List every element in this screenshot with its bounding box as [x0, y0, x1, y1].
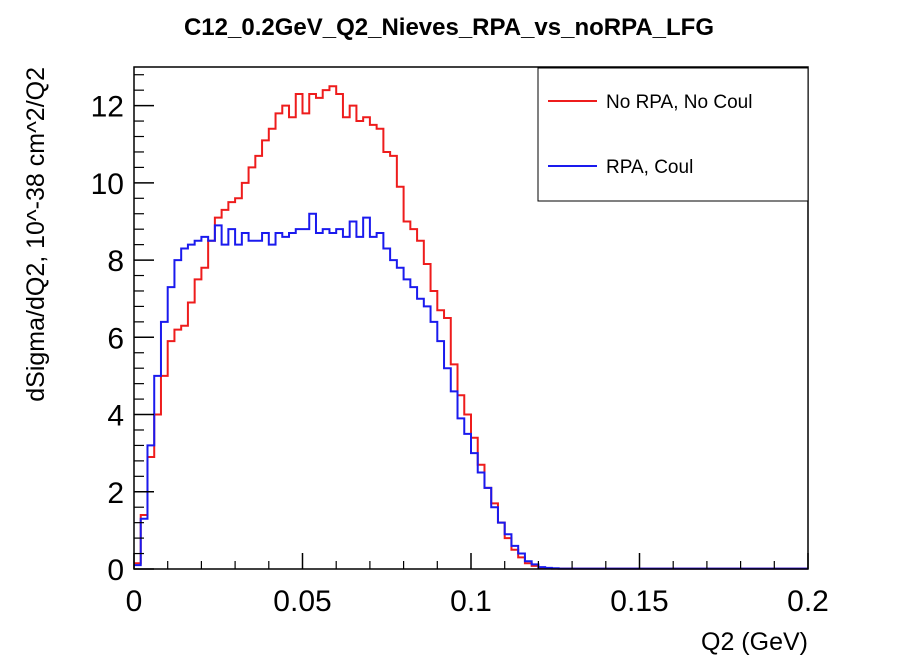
legend: No RPA, No Coul RPA, Coul [537, 67, 809, 202]
legend-label-no-rpa: No RPA, No Coul [606, 92, 752, 113]
y-tick-label: 4 [107, 400, 124, 433]
y-axis-label: dSigma/dQ2, 10^-38 cm^2/Q2 [22, 67, 50, 402]
x-axis-label: Q2 (GeV) [701, 628, 808, 656]
x-tick-label: 0.05 [273, 585, 331, 618]
legend-box [537, 67, 809, 202]
legend-label-rpa: RPA, Coul [606, 157, 693, 178]
y-tick-label: 0 [107, 554, 124, 587]
y-tick-label: 10 [91, 168, 124, 201]
x-tick-label: 0.15 [610, 585, 668, 618]
x-tick-label: 0 [126, 585, 143, 618]
y-tick-label: 8 [107, 245, 124, 278]
y-tick-label: 6 [107, 322, 124, 355]
chart-title: C12_0.2GeV_Q2_Nieves_RPA_vs_noRPA_LFG [184, 14, 714, 41]
y-tick-label: 12 [91, 91, 124, 124]
x-tick-label: 0.2 [787, 585, 829, 618]
ticks-layer: 0 0.05 0.1 0.15 0.2 0 2 4 6 8 10 12 [91, 74, 829, 618]
y-tick-label: 2 [107, 477, 124, 510]
x-tick-label: 0.1 [450, 585, 492, 618]
